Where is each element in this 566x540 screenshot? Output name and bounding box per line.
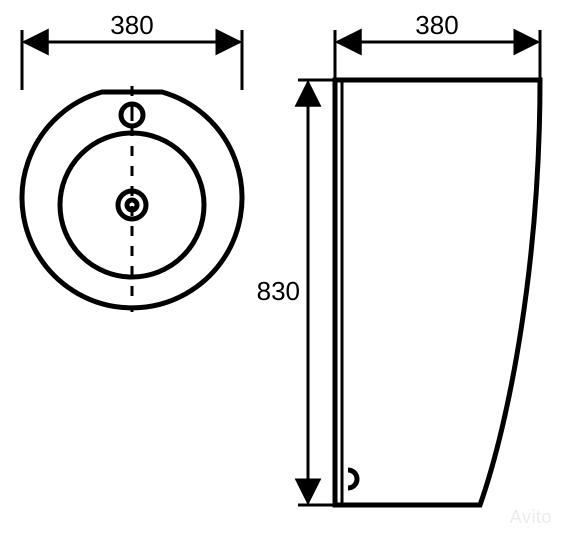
dim-side-width-label: 380: [415, 10, 458, 40]
side-outline: [335, 80, 540, 505]
dim-plan-width: 380: [22, 10, 242, 90]
dim-side-height: 830: [257, 80, 333, 505]
dim-side-height-label: 830: [257, 276, 300, 306]
side-view: [335, 80, 540, 505]
dim-side-width: 380: [335, 10, 540, 78]
technical-drawing: 380 380 830: [0, 0, 566, 540]
side-foot-notch: [348, 470, 357, 488]
dim-plan-width-label: 380: [110, 10, 153, 40]
plan-view: [22, 86, 242, 312]
